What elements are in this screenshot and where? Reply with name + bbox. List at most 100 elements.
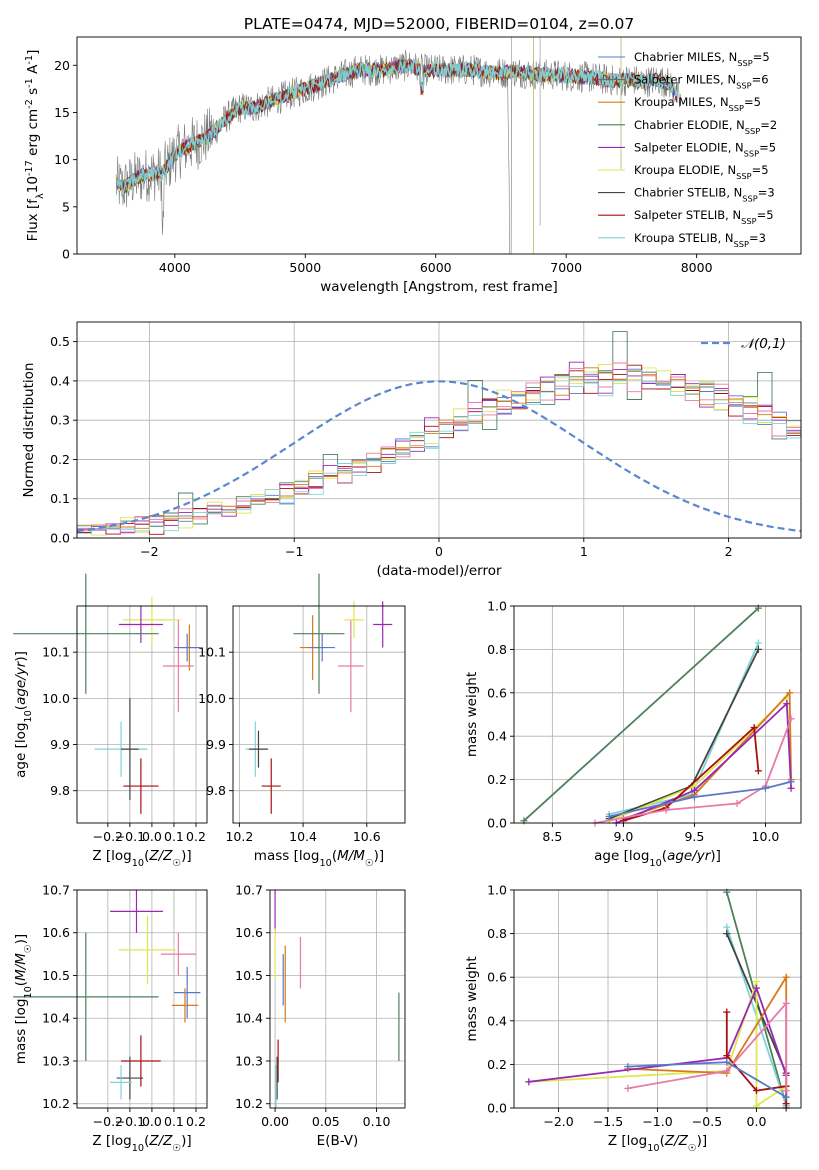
x-tick-label: 0 — [435, 544, 443, 559]
legend-label: Salpeter MILES, NSSP=6 — [634, 73, 769, 91]
weight-marker — [752, 984, 760, 992]
weight-marker — [783, 700, 791, 708]
error-bar-point — [173, 633, 201, 662]
plot-area — [115, 37, 681, 254]
x-tick-label: 1 — [580, 544, 588, 559]
x-tick-label: 0.2 — [186, 829, 206, 844]
y-axis-label: age [log10(age/yr)] — [13, 651, 34, 778]
x-tick-label: 0.1 — [164, 829, 184, 844]
weight-marker — [787, 784, 795, 792]
error-bar-point — [123, 758, 159, 814]
y-axis-label: mass weight — [464, 956, 480, 1041]
y-axis-label: mass weight — [464, 672, 480, 757]
chart-title: PLATE=0474, MJD=52000, FIBERID=0104, z=0… — [244, 15, 634, 33]
axes-frame: 8.5 9.0 9.5 10.0 0.0 0.2 0.4 0.6 0.8 1.0 age [log1… — [464, 599, 802, 869]
error-bar-point — [171, 988, 199, 1023]
y-tick-label: 10.1 — [42, 645, 70, 660]
y-tick-label: 10.1 — [198, 645, 226, 660]
error-bar-point — [248, 730, 269, 768]
weight-marker — [752, 978, 760, 986]
x-tick-label: 6000 — [420, 260, 452, 275]
y-tick-label: 10 — [54, 152, 70, 167]
y-tick-label: 10.4 — [235, 1011, 263, 1026]
error-bar-point — [309, 633, 335, 662]
x-tick-label: 8.5 — [542, 829, 562, 844]
axes-frame: −0.2−0.10.0 0.1 0.2 9.8 9.9 10.0 10.1 Z [log10(… — [13, 605, 208, 869]
mass-vs-ebv-panel: 0.00 0.05 0.10 10.2 10.3 10.4 10.5 10.6 10.7 E(B-… — [235, 883, 406, 1149]
x-tick-label: 8000 — [681, 260, 713, 275]
x-tick-label: 0.10 — [363, 1114, 391, 1129]
weight-marker — [782, 973, 790, 981]
x-tick-label: 0.1 — [164, 1114, 184, 1129]
weight-marker — [723, 930, 731, 938]
error-bar-point — [13, 573, 159, 694]
error-bar-point — [344, 601, 364, 639]
error-bar-point — [118, 915, 177, 985]
x-tick-label: 0.05 — [312, 1114, 340, 1129]
y-tick-label: 10.3 — [235, 1053, 263, 1068]
weight-marker — [782, 1087, 790, 1095]
error-bar-point — [261, 758, 281, 814]
legend-label: Chabrier ELODIE, NSSP=2 — [634, 118, 777, 136]
model-spectrum-line — [116, 57, 678, 196]
residual-histogram-panel: −2 −1 0 1 2 0.0 0.1 0.2 0.3 0.4 0.5 (data-model)/er… — [21, 321, 802, 579]
x-axis-label: Z [log10(Z/Z☉)] — [92, 848, 191, 869]
error-bar-point — [118, 606, 163, 643]
axes-frame — [269, 889, 406, 1109]
x-tick-label: −0.2 — [93, 829, 123, 844]
x-tick-label: 10.0 — [752, 829, 780, 844]
x-tick-label: 0.0 — [142, 829, 162, 844]
plot-area — [525, 888, 790, 1112]
x-tick-label: 9.5 — [684, 829, 704, 844]
y-axis-label: mass [log10(M/M☉)] — [13, 934, 34, 1064]
weight-marker — [786, 689, 794, 697]
y-tick-label: 0 — [62, 247, 70, 262]
plot-area — [520, 604, 795, 827]
x-tick-label: 7000 — [550, 260, 582, 275]
weight-marker — [750, 724, 758, 732]
legend-label: Chabrier STELIB, NSSP=3 — [634, 186, 775, 204]
x-tick-label: −0.1 — [115, 829, 145, 844]
x-tick-label: 0.00 — [261, 1114, 289, 1129]
weight-series-line — [608, 780, 792, 818]
x-tick-label: 2 — [725, 544, 733, 559]
error-bar-point — [162, 619, 194, 713]
y-tick-label: 10.5 — [235, 968, 263, 983]
weight-marker — [782, 999, 790, 1007]
x-tick-label: −1.0 — [642, 1114, 672, 1129]
histogram-step-line — [76, 370, 802, 538]
y-tick-label: 0.2 — [487, 1057, 507, 1072]
y-tick-label: 9.9 — [206, 737, 226, 752]
y-tick-label: 0.5 — [50, 334, 70, 349]
error-bar-point — [373, 601, 393, 648]
error-bar-point — [121, 1035, 161, 1087]
legend-label: Kroupa ELODIE, NSSP=5 — [634, 163, 769, 181]
weight-marker — [754, 767, 762, 775]
y-tick-label: 0.8 — [487, 926, 507, 941]
x-tick-label: −0.5 — [692, 1114, 722, 1129]
y-tick-label: 0.2 — [487, 772, 507, 787]
x-tick-label: −1 — [285, 544, 303, 559]
weight-series-line — [608, 695, 792, 822]
y-tick-label: 0.4 — [487, 729, 507, 744]
weight-marker — [723, 1058, 731, 1066]
weight-marker — [723, 1067, 731, 1075]
weight-series-line — [623, 690, 792, 820]
x-axis-label: age [log10(age/yr)] — [594, 848, 721, 869]
y-tick-label: 10.6 — [235, 925, 263, 940]
y-tick-label: 0.8 — [487, 642, 507, 657]
axes-frame — [232, 605, 406, 824]
axes-frame — [513, 605, 802, 824]
legend-label: Chabrier MILES, NSSP=5 — [634, 50, 770, 68]
y-tick-label: 10.4 — [42, 1011, 70, 1026]
y-tick-label: 9.8 — [50, 783, 70, 798]
y-tick-label: 10.7 — [235, 883, 263, 898]
y-tick-label: 0.6 — [487, 970, 507, 985]
x-tick-label: 0.0 — [747, 1114, 767, 1129]
y-tick-label: 0.1 — [50, 491, 70, 506]
y-tick-label: 0.0 — [50, 531, 70, 546]
weight-marker — [761, 784, 769, 792]
weight-marker — [624, 1084, 632, 1092]
normal-curve-line — [76, 380, 802, 533]
